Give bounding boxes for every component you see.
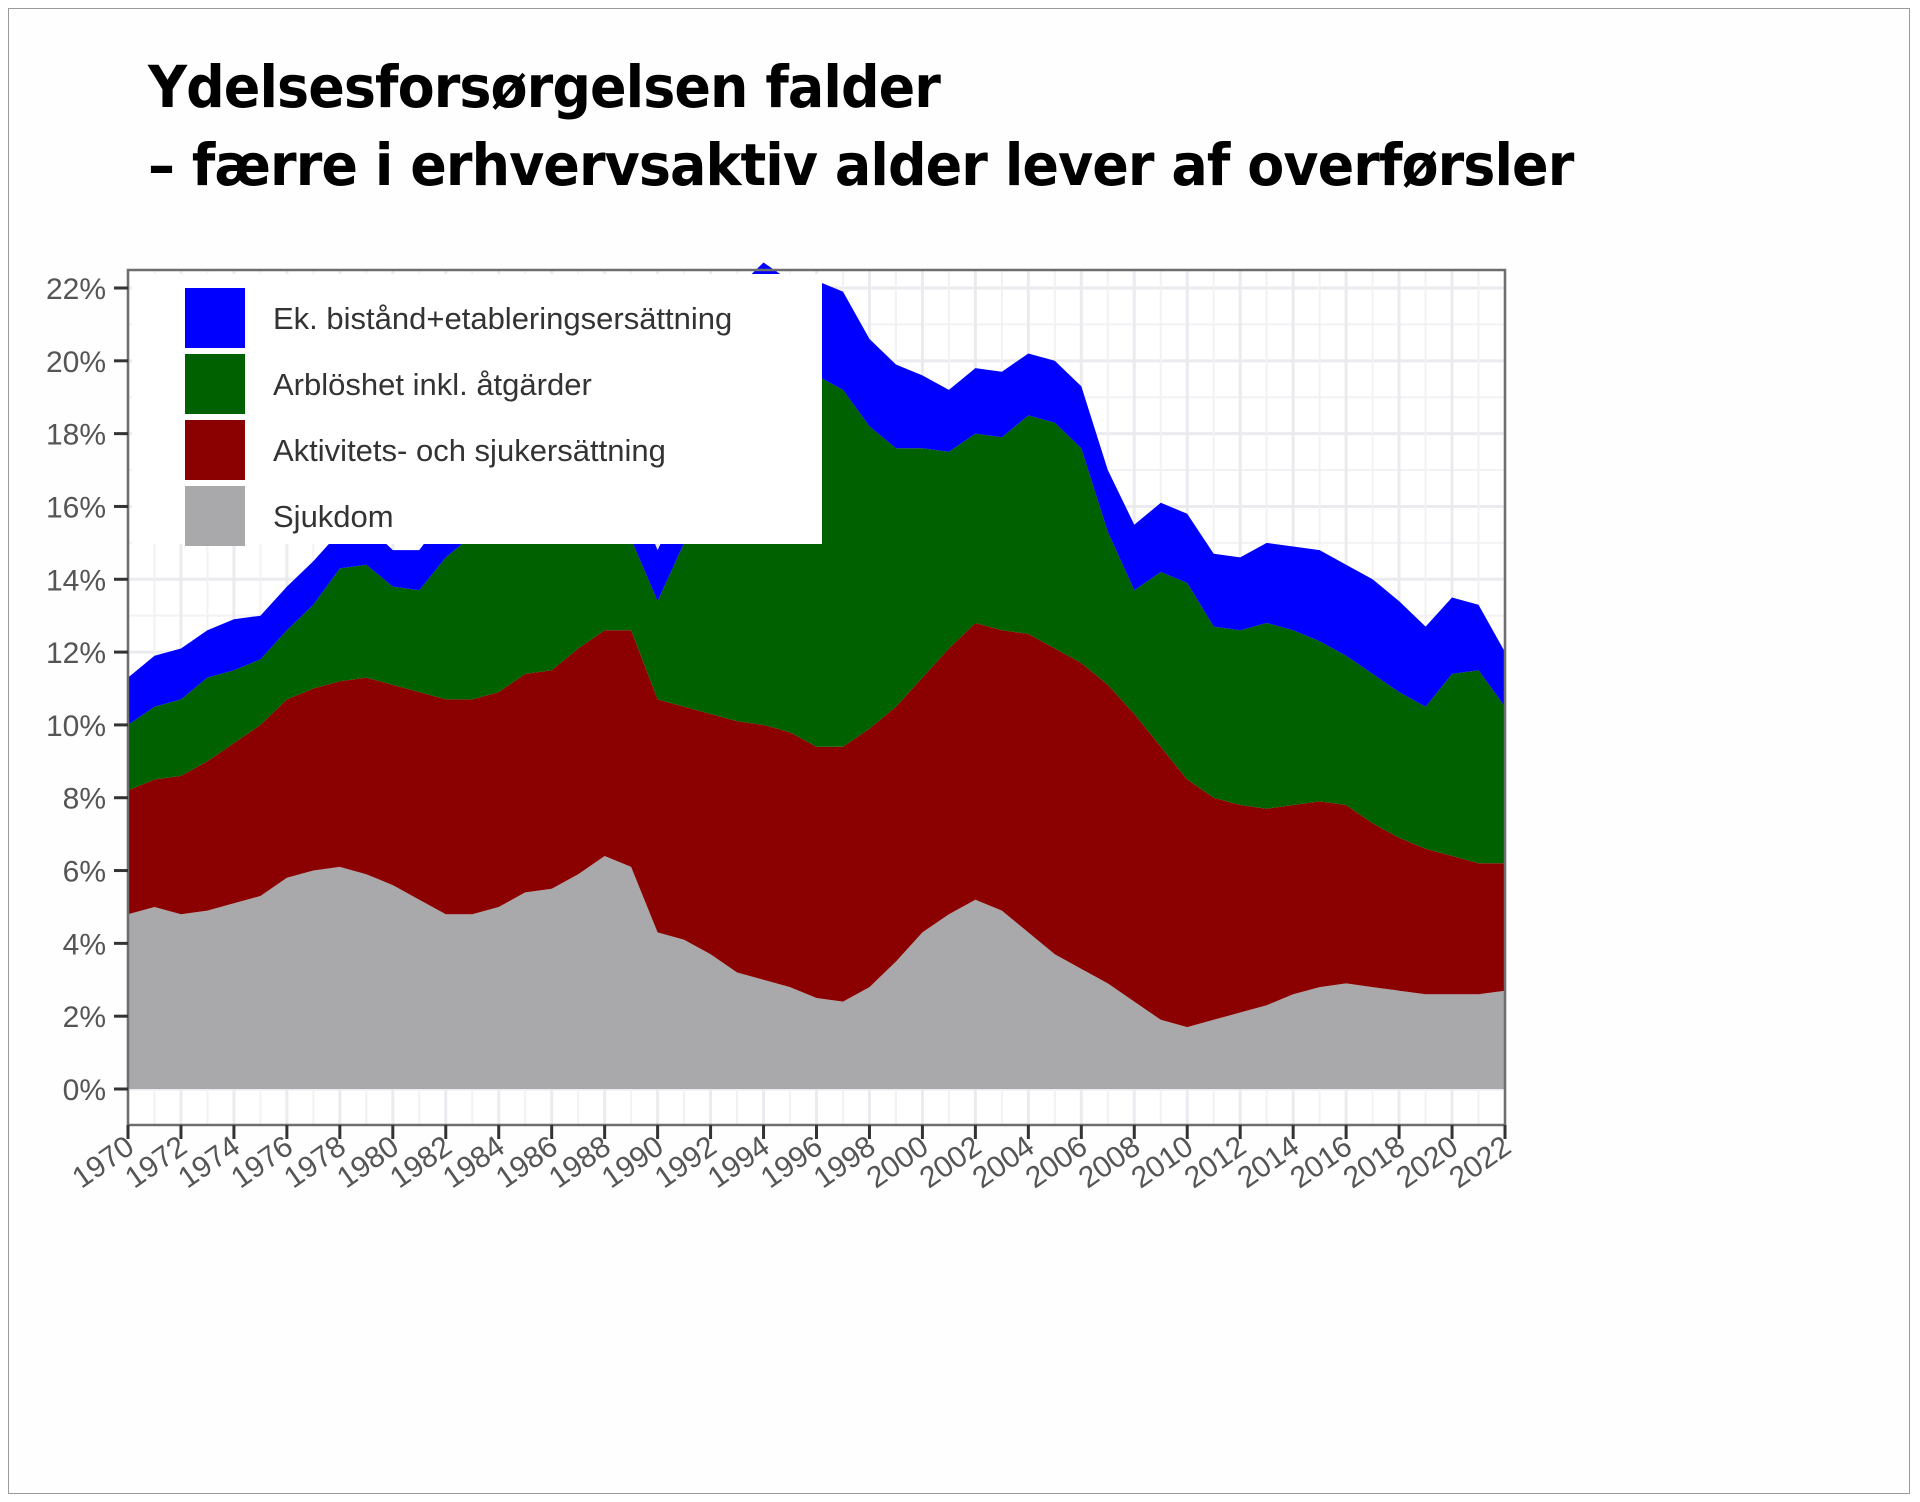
y-tick-label: 22% — [46, 273, 106, 306]
legend-swatch — [185, 288, 245, 348]
y-tick-label: 16% — [46, 491, 106, 524]
y-tick-label: 18% — [46, 419, 106, 452]
area-arblöshet-inkl-åtgärder — [128, 353, 1505, 864]
y-tick-label: 10% — [46, 710, 106, 743]
slide-title: Ydelsesforsørgelsen falder – færre i erh… — [148, 48, 1574, 204]
x-axis: 1970197219741976197819801982198419861988… — [66, 1125, 1517, 1195]
legend-label: Arblöshet inkl. åtgärder — [273, 367, 592, 402]
y-tick-label: 12% — [46, 637, 106, 670]
legend: Ek. bistånd+etableringsersättning Arblösh… — [132, 274, 822, 546]
y-tick-label: 14% — [46, 564, 106, 597]
legend-label: Aktivitets- och sjukersättning — [273, 433, 666, 468]
y-tick-label: 8% — [63, 783, 106, 816]
legend-label: Ek. bistånd+etableringsersättning — [273, 301, 732, 336]
area-aktivitets-och-sjukersättning — [128, 623, 1505, 1028]
legend-swatch — [185, 354, 245, 414]
y-tick-label: 4% — [63, 928, 106, 961]
area-sjukdom — [128, 856, 1505, 1089]
y-tick-label: 20% — [46, 346, 106, 379]
legend-background — [132, 274, 822, 544]
y-axis: 0% 2% 4% 6% 8% 10% 12% 14% 16% 18% 20% 22% — [46, 273, 128, 1107]
x-tick-label: 2022 — [1443, 1130, 1517, 1195]
y-tick-label: 6% — [63, 856, 106, 889]
y-tick-label: 2% — [63, 1001, 106, 1034]
legend-label: Sjukdom — [273, 499, 394, 534]
legend-swatch — [185, 486, 245, 546]
title-line-1: Ydelsesforsørgelsen falder — [148, 53, 941, 121]
legend-swatch — [185, 420, 245, 480]
y-tick-label: 0% — [63, 1074, 106, 1107]
title-line-2: – færre i erhvervsaktiv alder lever af o… — [148, 131, 1574, 199]
